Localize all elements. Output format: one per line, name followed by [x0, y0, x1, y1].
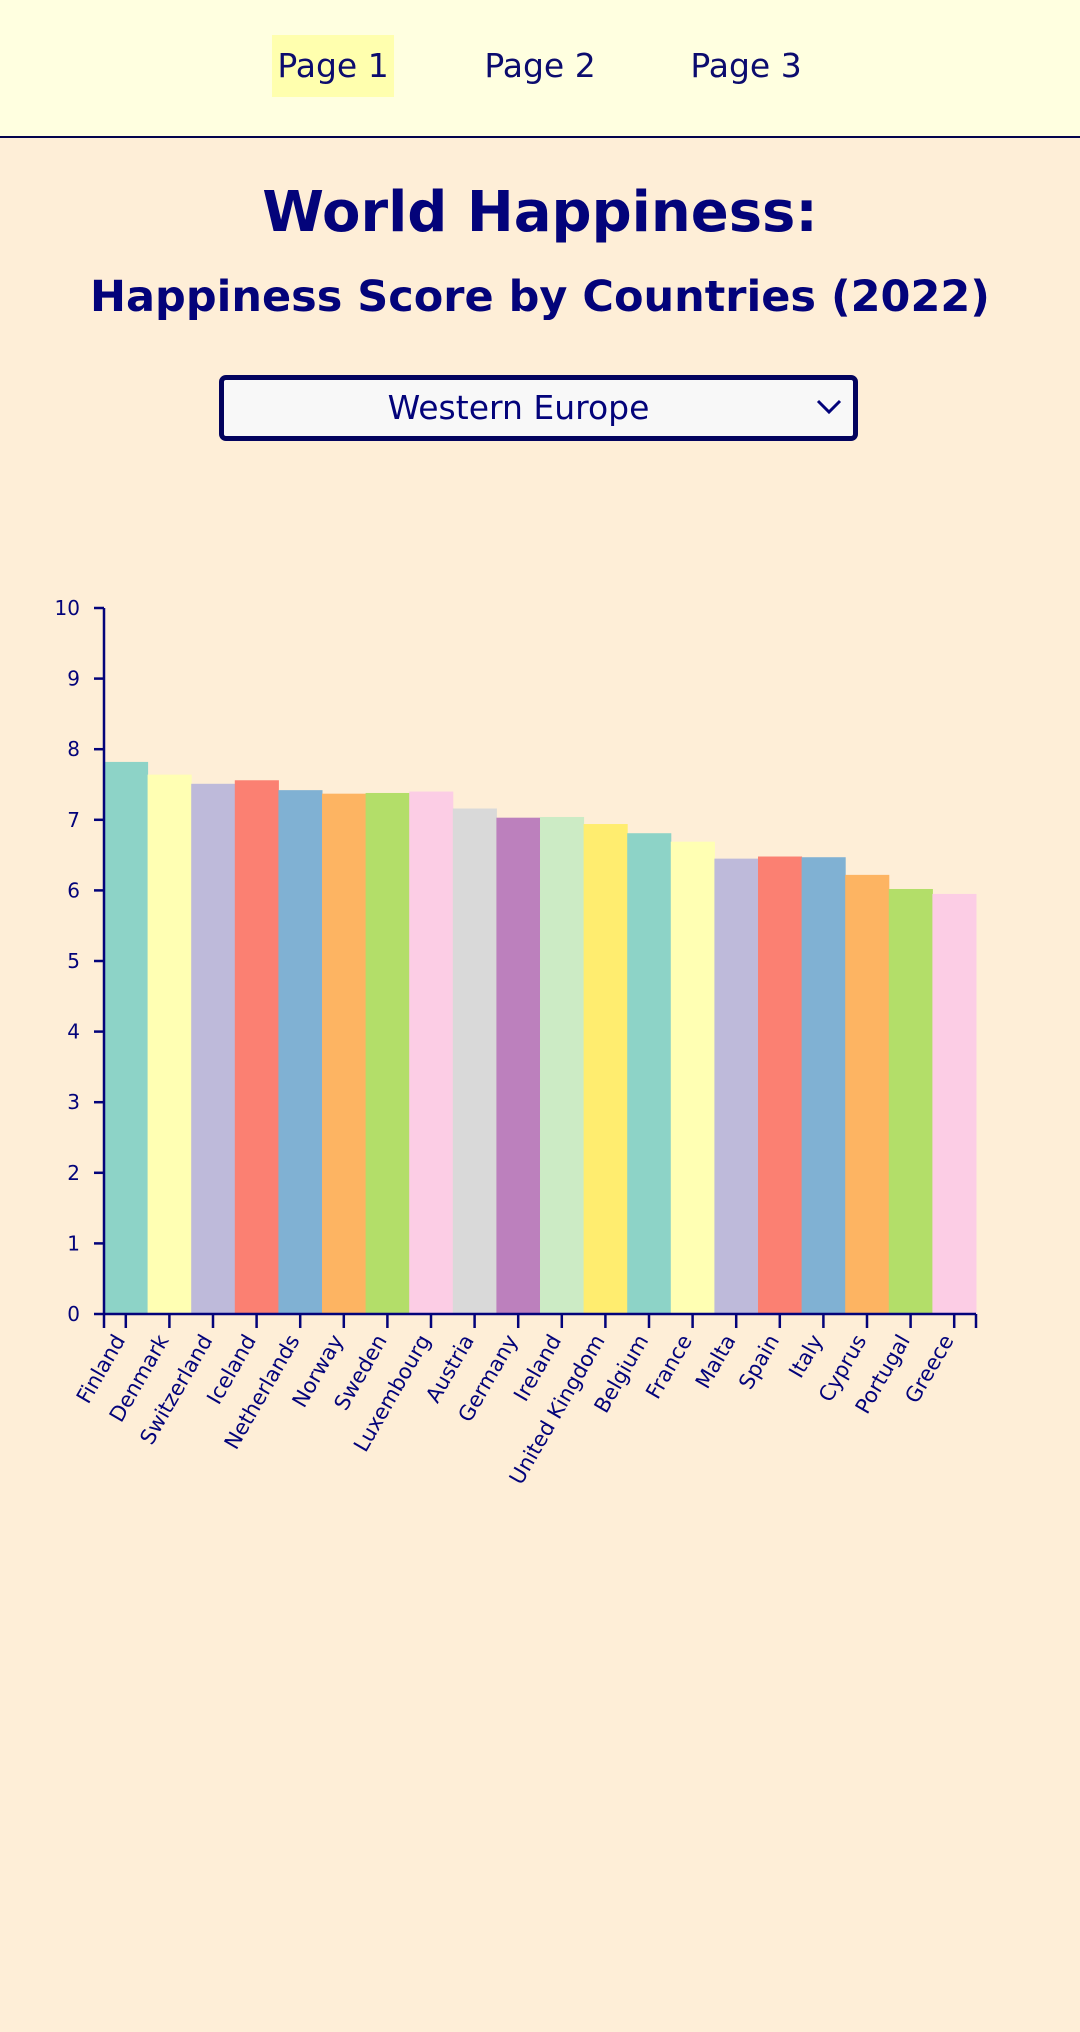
bar-ireland [540, 816, 585, 1314]
bar-denmark [147, 774, 192, 1314]
bar-belgium [627, 833, 672, 1314]
y-tick-label: 10 [55, 596, 80, 620]
nav-page-2[interactable]: Page 2 [484, 46, 596, 85]
y-tick-label: 1 [67, 1231, 80, 1255]
y-tick-label: 8 [67, 737, 80, 761]
top-navigation: Page 1 Page 2 Page 3 [0, 0, 1080, 138]
y-tick-label: 3 [67, 1090, 80, 1114]
region-select[interactable]: Western Europe [219, 375, 858, 441]
bar-luxembourg [409, 791, 454, 1314]
region-select-value: Western Europe [387, 388, 650, 427]
bar-portugal [888, 888, 933, 1314]
bar-united-kingdom [583, 824, 628, 1314]
bar-italy [801, 857, 846, 1314]
bar-iceland [234, 780, 279, 1314]
nav-page-1[interactable]: Page 1 [272, 35, 394, 97]
bar-switzerland [191, 783, 236, 1314]
bar-malta [714, 858, 759, 1314]
bar-cyprus [845, 874, 890, 1314]
y-tick-label: 9 [67, 667, 80, 691]
nav-page-3[interactable]: Page 3 [690, 46, 802, 85]
y-tick-label: 0 [67, 1302, 80, 1326]
bar-finland [104, 761, 149, 1314]
y-tick-label: 2 [67, 1161, 80, 1185]
bar-norway [322, 793, 367, 1314]
bar-greece [932, 893, 977, 1314]
chevron-down-icon [816, 399, 842, 415]
y-tick-label: 7 [67, 808, 80, 832]
x-tick-label: Spain [734, 1331, 784, 1394]
bar-austria [452, 808, 497, 1314]
page-title: World Happiness: [262, 180, 818, 245]
bar-netherlands [278, 790, 323, 1314]
x-tick-label: Italy [784, 1331, 828, 1382]
x-tick-label: Malta [691, 1331, 741, 1393]
happiness-bar-chart: 012345678910FinlandDenmarkSwitzerlandIce… [55, 596, 978, 1488]
bar-sweden [365, 792, 410, 1314]
bar-germany [496, 817, 541, 1314]
page-subtitle: Happiness Score by Countries (2022) [90, 272, 990, 322]
bar-france [670, 841, 715, 1314]
y-tick-label: 6 [67, 878, 80, 902]
y-tick-label: 4 [67, 1020, 80, 1044]
y-tick-label: 5 [67, 949, 80, 973]
bar-spain [758, 856, 803, 1314]
